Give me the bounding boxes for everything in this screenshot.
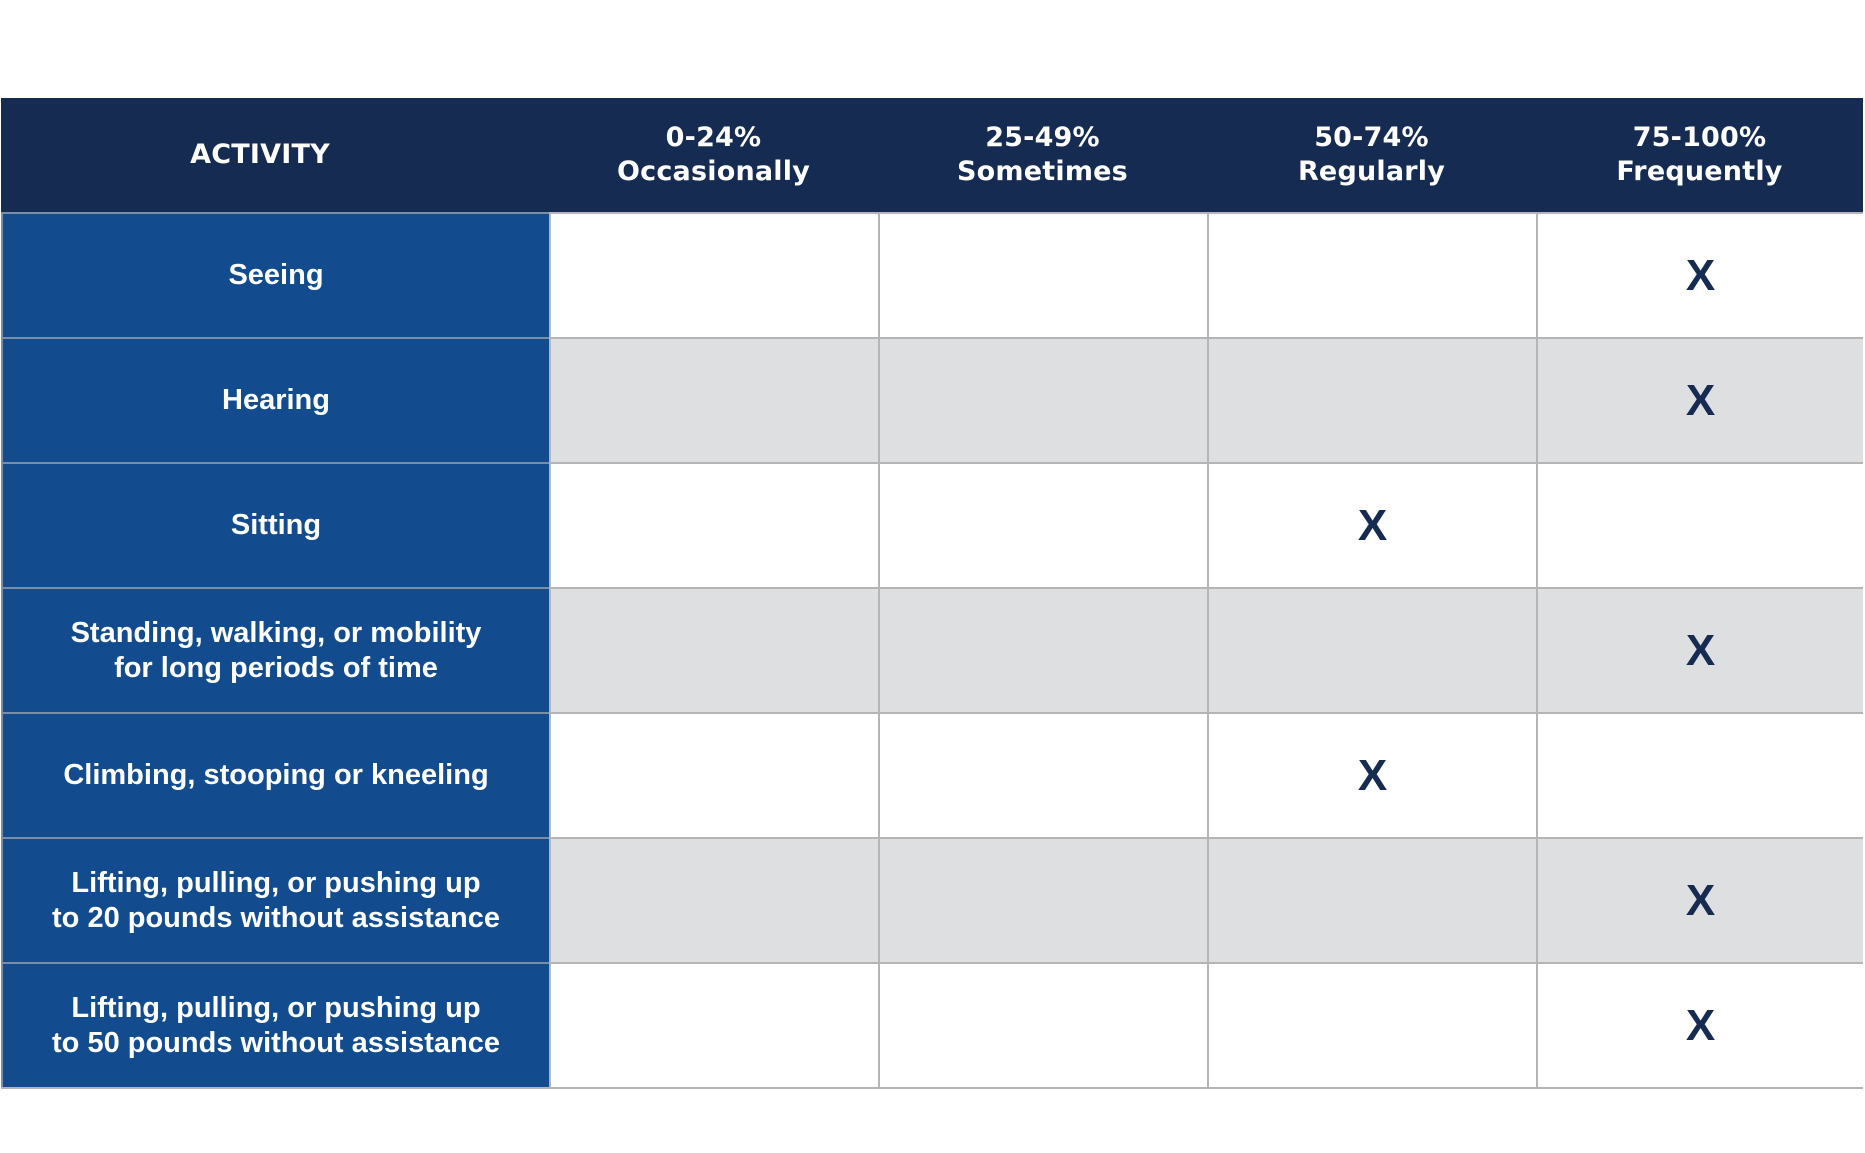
frequency-cell xyxy=(878,462,1207,587)
frequency-cell xyxy=(1207,837,1536,962)
frequency-cell xyxy=(878,962,1207,1087)
frequency-cell: X xyxy=(1536,962,1863,1087)
frequency-cell: X xyxy=(1536,212,1863,337)
frequency-cell xyxy=(1536,462,1863,587)
frequency-cell xyxy=(878,212,1207,337)
frequency-cell: X xyxy=(1207,462,1536,587)
frequency-cell xyxy=(549,712,878,837)
activity-label: Lifting, pulling, or pushing up to 50 po… xyxy=(1,962,549,1087)
frequency-cell: X xyxy=(1207,712,1536,837)
frequency-cell xyxy=(549,462,878,587)
activity-label: Sitting xyxy=(1,462,549,587)
activity-label: Lifting, pulling, or pushing up to 20 po… xyxy=(1,837,549,962)
frequency-cell xyxy=(549,212,878,337)
header-frequently: 75-100% Frequently xyxy=(1536,98,1863,212)
activity-label: Hearing xyxy=(1,337,549,462)
frequency-cell xyxy=(878,837,1207,962)
frequency-cell xyxy=(878,587,1207,712)
activity-label: Standing, walking, or mobility for long … xyxy=(1,587,549,712)
frequency-cell xyxy=(1207,962,1536,1087)
frequency-cell: X xyxy=(1536,337,1863,462)
frequency-cell: X xyxy=(1536,587,1863,712)
frequency-cell xyxy=(1207,212,1536,337)
frequency-cell xyxy=(549,962,878,1087)
frequency-cell: X xyxy=(1536,837,1863,962)
header-activity: ACTIVITY xyxy=(1,98,549,212)
frequency-cell xyxy=(878,337,1207,462)
header-occasionally: 0-24% Occasionally xyxy=(549,98,878,212)
frequency-cell xyxy=(549,337,878,462)
frequency-cell xyxy=(1536,712,1863,837)
header-regularly: 50-74% Regularly xyxy=(1207,98,1536,212)
frequency-cell xyxy=(549,587,878,712)
frequency-cell xyxy=(549,837,878,962)
header-sometimes: 25-49% Sometimes xyxy=(878,98,1207,212)
activity-label: Seeing xyxy=(1,212,549,337)
frequency-cell xyxy=(878,712,1207,837)
frequency-cell xyxy=(1207,337,1536,462)
activity-frequency-table: ACTIVITY 0-24% Occasionally 25-49% Somet… xyxy=(1,98,1863,1089)
frequency-cell xyxy=(1207,587,1536,712)
activity-label: Climbing, stooping or kneeling xyxy=(1,712,549,837)
